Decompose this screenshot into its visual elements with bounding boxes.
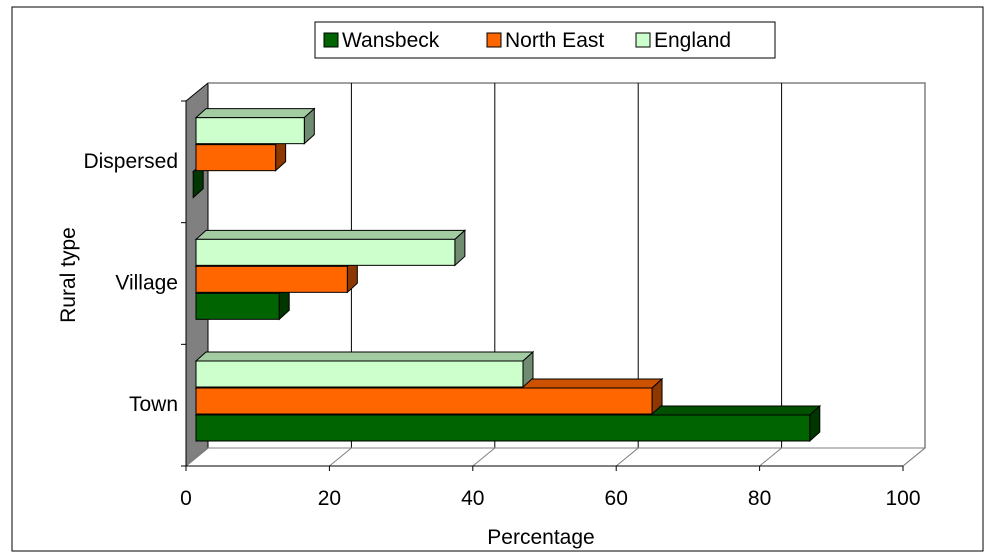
bar-england-town [195,360,524,388]
floor-grid-100 [902,447,926,467]
legend-north-east-label: North East [505,29,604,52]
bar-england-village [195,238,456,266]
back-wall-border [208,82,926,448]
bar-wansbeck-town [195,414,811,442]
legend-england-swatch [635,32,651,48]
y-tick-label-dispersed: Dispersed [83,150,178,173]
legend-wansbeck-swatch [323,32,339,48]
legend-wansbeck-label: Wansbeck [342,29,440,52]
floor-grid-80 [759,447,782,467]
bar-england-dispersed-top [194,108,316,119]
bar-north-east-dispersed [195,144,277,172]
bar-north-east-town [195,387,653,415]
y-tick-label-village: Village [115,272,178,295]
x-tick-label-100: 100 [885,487,920,510]
floor-grid-20 [329,447,352,467]
bar-england-village-top [194,229,467,240]
floor-grid-60 [615,447,639,467]
bar-wansbeck-village [195,292,280,320]
legend-england-label: England [654,29,731,52]
chart-frame [11,6,984,552]
x-tick-label-0: 0 [180,487,192,510]
y-tick-label-town: Town [129,393,178,416]
bar-north-east-village [195,265,348,293]
x-tick-label-20: 20 [318,487,341,510]
legend-box [314,21,776,59]
bar-england-dispersed [195,117,305,145]
floor-grid-0 [185,447,209,467]
x-axis-title: Percentage [487,526,594,549]
y-axis-title: Rural type [57,227,80,323]
x-tick-label-80: 80 [748,487,771,510]
legend-north-east-swatch [486,32,502,48]
floor-grid-40 [472,447,496,467]
bar-england-town-top [194,351,535,362]
x-tick-label-60: 60 [605,487,628,510]
x-tick-label-40: 40 [461,487,484,510]
